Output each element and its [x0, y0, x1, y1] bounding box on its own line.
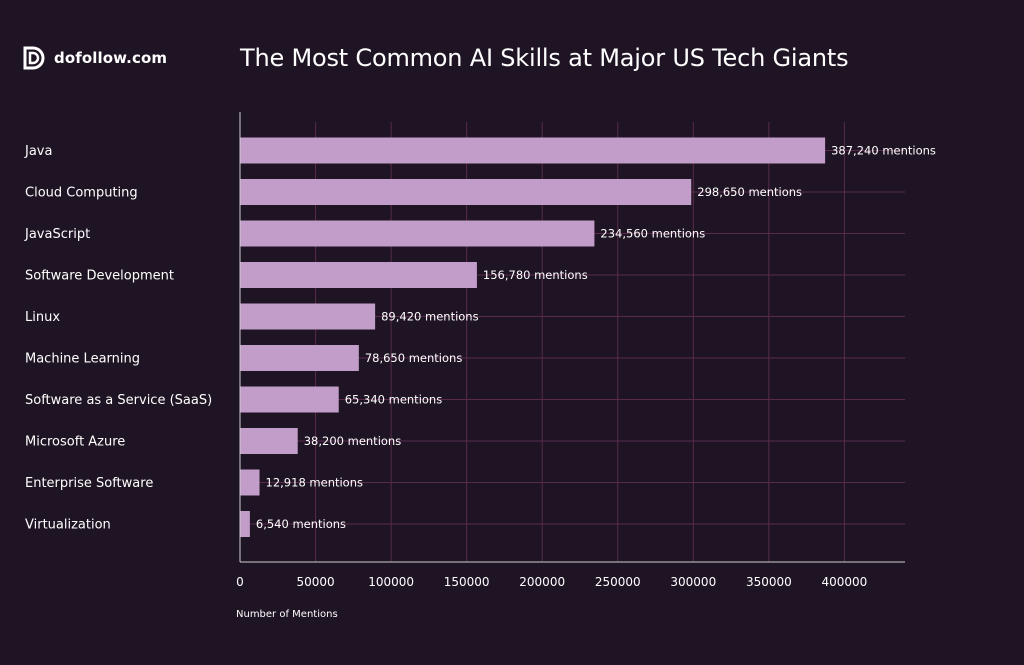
- chart-title: The Most Common AI Skills at Major US Te…: [240, 44, 849, 72]
- value-label: 12,918 mentions: [266, 476, 363, 490]
- bar: [240, 303, 376, 330]
- x-tick-label: 100000: [368, 575, 414, 589]
- category-label: Software Development: [25, 269, 174, 284]
- category-label: Linux: [25, 310, 60, 325]
- bar: [240, 345, 359, 371]
- value-label: 156,780 mentions: [483, 268, 588, 282]
- category-label: Cloud Computing: [25, 186, 138, 201]
- x-tick-label: 300000: [670, 575, 716, 589]
- x-tick-label: 350000: [746, 575, 792, 589]
- value-label: 38,200 mentions: [304, 434, 401, 448]
- bar: [240, 386, 339, 413]
- value-label: 234,560 mentions: [600, 227, 705, 241]
- x-axis-title: Number of Mentions: [236, 609, 338, 620]
- brand-name: dofollow.com: [54, 49, 168, 67]
- x-tick-label: 250000: [595, 575, 641, 589]
- category-label: Virtualization: [25, 518, 111, 533]
- bar: [240, 137, 826, 164]
- x-tick-label: 50000: [296, 575, 334, 589]
- category-label: Enterprise Software: [25, 476, 153, 491]
- value-label: 298,650 mentions: [697, 185, 802, 199]
- value-label: 78,650 mentions: [365, 351, 462, 365]
- brand-logo: dofollow.com: [20, 44, 167, 72]
- category-label: Java: [24, 144, 52, 159]
- value-label: 89,420 mentions: [381, 310, 478, 324]
- category-label: Machine Learning: [25, 352, 140, 367]
- bar-layer: [240, 137, 826, 537]
- axis-layer: 0 50000 100000 150000 200000 250000 300000 3500…: [236, 112, 905, 589]
- value-label: 387,240 mentions: [831, 144, 936, 158]
- label-layer: Java 387,240 mentions Cloud Computing 298,6…: [24, 144, 936, 533]
- bar: [240, 220, 595, 247]
- bar: [240, 262, 477, 288]
- grid-layer: [240, 122, 905, 562]
- dofollow-logo-icon: [23, 46, 45, 70]
- value-label: 65,340 mentions: [345, 393, 442, 407]
- category-label: Software as a Service (SaaS): [25, 393, 212, 408]
- category-label: Microsoft Azure: [25, 435, 125, 450]
- bar: [240, 179, 692, 205]
- bar: [240, 469, 260, 496]
- bar: [240, 511, 250, 537]
- x-tick-label: 200000: [519, 575, 565, 589]
- x-tick-label: 400000: [821, 575, 867, 589]
- value-label: 6,540 mentions: [256, 517, 346, 531]
- bar: [240, 428, 298, 454]
- x-tick-label: 0: [236, 575, 244, 589]
- category-label: JavaScript: [24, 227, 90, 242]
- x-tick-label: 150000: [444, 575, 490, 589]
